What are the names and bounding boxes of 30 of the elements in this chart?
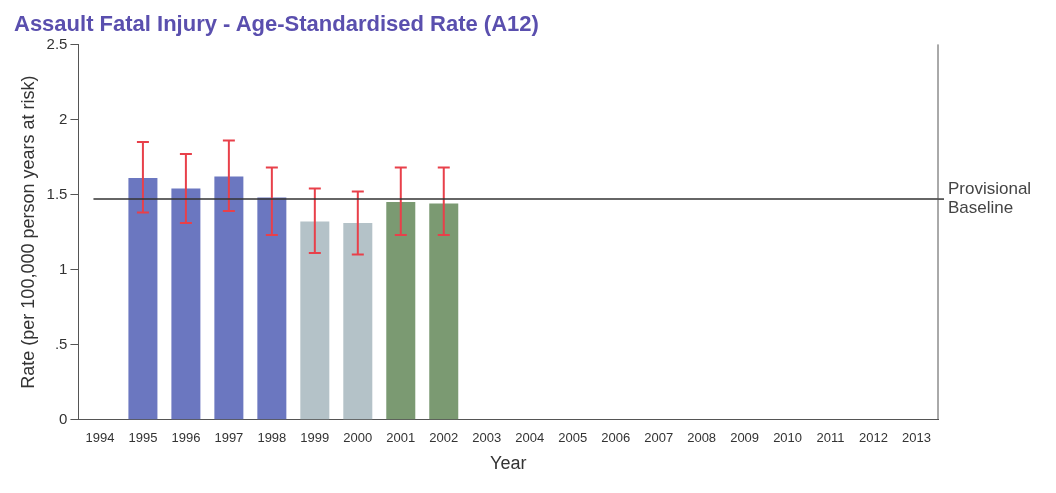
x-tick-label: 2009 [730,430,760,446]
x-tick-label: 2004 [515,430,545,446]
x-tick-label: 2010 [773,430,803,446]
chart-title: Assault Fatal Injury - Age-Standardised Rate (A12) [14,11,539,37]
x-axis-title: Year [490,453,527,474]
x-tick-label: 1995 [128,430,158,446]
x-tick-label: 2001 [386,430,416,446]
ref-line-label: Provisional Baseline [948,179,1032,218]
x-tick-label: 2013 [902,430,931,446]
x-tick-label: 1996 [171,430,201,446]
y-tick-label: .5 [54,334,68,352]
x-tick-label: 2008 [687,430,717,446]
x-tick-label: 2005 [558,430,588,446]
x-tick-label: 2002 [429,430,459,446]
x-tick-label: 2003 [472,430,502,446]
x-tick-label: 2011 [816,430,845,446]
x-tick-label: 1998 [257,430,287,446]
y-tick-label: 1.5 [46,184,68,202]
x-tick-label: 2012 [859,430,888,446]
x-tick-label: 1999 [300,430,330,446]
y-tick-label: 0 [59,409,68,427]
y-tick-label: 2 [59,109,68,127]
x-tick-label: 1994 [85,430,115,446]
x-tick-label: 2000 [343,430,373,446]
x-tick-label: 1997 [214,430,244,446]
y-tick-label: 1 [59,259,68,277]
y-tick-label: 2.5 [46,34,68,52]
x-tick-label: 2007 [644,430,674,446]
x-tick-label: 2006 [601,430,631,446]
y-axis-title: Rate (per 100,000 person years at risk) [17,75,38,389]
